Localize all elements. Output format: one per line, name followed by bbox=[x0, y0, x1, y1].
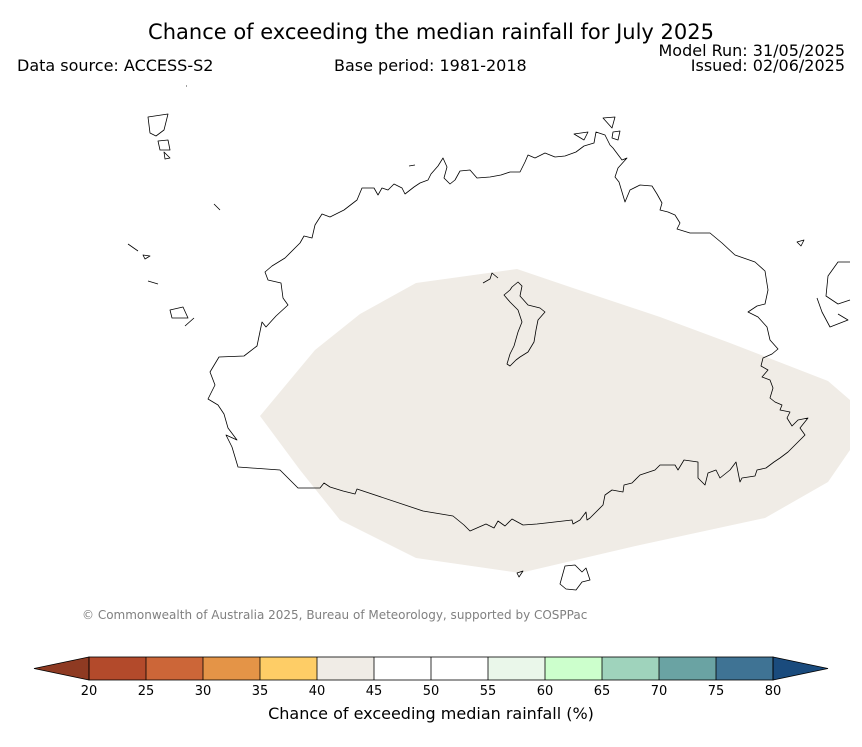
colorbar-label: Chance of exceeding median rainfall (%) bbox=[268, 704, 594, 723]
colorbar-tick-label: 45 bbox=[366, 684, 383, 699]
island bbox=[816, 297, 849, 328]
island bbox=[602, 116, 616, 129]
island bbox=[169, 306, 189, 319]
island bbox=[482, 272, 499, 284]
colorbar-over-arrow bbox=[772, 656, 829, 681]
island bbox=[825, 261, 851, 305]
island bbox=[147, 280, 159, 285]
island bbox=[213, 203, 221, 211]
colorbar-tick-label: 75 bbox=[708, 684, 725, 699]
island bbox=[147, 113, 169, 137]
colorbar-tick-label: 55 bbox=[480, 684, 497, 699]
map-title: Chance of exceeding the median rainfall … bbox=[148, 20, 714, 44]
colorbar-bin-70-75 bbox=[659, 657, 717, 680]
island bbox=[796, 239, 805, 247]
data-source-label: Data source: ACCESS-S2 bbox=[17, 56, 214, 75]
model-run-label: Model Run: 31/05/2025 bbox=[658, 41, 846, 60]
issued-label: Issued: 02/06/2025 bbox=[690, 56, 845, 75]
island bbox=[559, 564, 591, 591]
colorbar-bin-60-65 bbox=[545, 657, 603, 680]
colorbar: 20 25 30 35 40 45 50 55 60 65 70 75 80 bbox=[33, 656, 829, 699]
colorbar-tick-label: 70 bbox=[651, 684, 668, 699]
island bbox=[157, 139, 171, 151]
colorbar-tick-label: 60 bbox=[537, 684, 554, 699]
colorbar-bin-30-35 bbox=[203, 657, 261, 680]
colorbar-tick-label: 80 bbox=[765, 684, 782, 699]
colorbar-bin-35-40 bbox=[260, 657, 318, 680]
colorbar-tick-label: 30 bbox=[195, 684, 212, 699]
colorbar-tick-label: 50 bbox=[423, 684, 440, 699]
colorbar-bin-40-45 bbox=[317, 657, 375, 680]
colorbar-under-arrow bbox=[33, 656, 90, 681]
island bbox=[127, 243, 139, 252]
colorbar-bin-50-55 bbox=[431, 657, 489, 680]
colorbar-bin-55-60 bbox=[488, 657, 546, 680]
probability-region-40-45 bbox=[260, 269, 850, 573]
island bbox=[516, 570, 524, 578]
interior-outline bbox=[503, 281, 546, 367]
base-period-label: Base period: 1981-2018 bbox=[334, 56, 527, 75]
island bbox=[611, 130, 621, 141]
island bbox=[142, 254, 151, 260]
colorbar-bin-45-50 bbox=[374, 657, 432, 680]
island bbox=[184, 317, 195, 327]
island bbox=[408, 164, 416, 167]
colorbar-bin-75-80 bbox=[716, 657, 774, 680]
colorbar-tick-label: 25 bbox=[138, 684, 155, 699]
copyright-credit: © Commonwealth of Australia 2025, Bureau… bbox=[82, 608, 588, 622]
colorbar-bin-65-70 bbox=[602, 657, 660, 680]
coastline-outline bbox=[207, 131, 809, 532]
forecast-map bbox=[127, 85, 851, 591]
colorbar-tick-label: 35 bbox=[252, 684, 269, 699]
colorbar-tick-label: 40 bbox=[309, 684, 326, 699]
colorbar-tick-label: 65 bbox=[594, 684, 611, 699]
island bbox=[573, 131, 589, 141]
colorbar-bin-25-30 bbox=[146, 657, 204, 680]
colorbar-bin-20-25 bbox=[89, 657, 147, 680]
colorbar-tick-label: 20 bbox=[81, 684, 98, 699]
island bbox=[163, 151, 171, 160]
